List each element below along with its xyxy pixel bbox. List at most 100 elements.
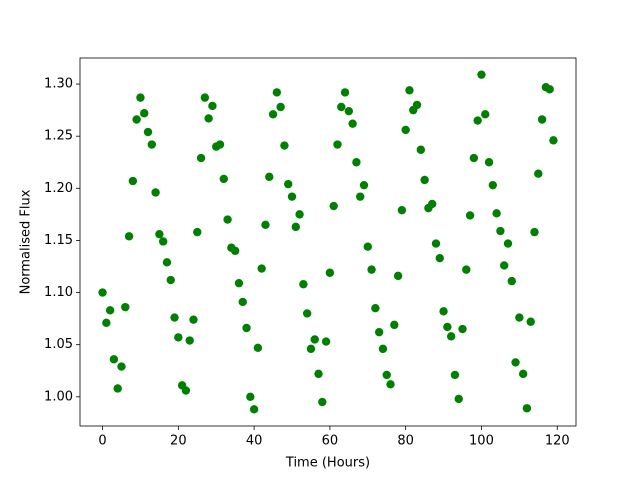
- point: [306, 344, 316, 354]
- point: [215, 140, 225, 149]
- point: [435, 253, 444, 263]
- x-tick-label: 40: [246, 434, 263, 449]
- point: [503, 239, 513, 248]
- point: [431, 239, 441, 248]
- point: [174, 333, 183, 342]
- point: [257, 264, 266, 273]
- point: [117, 362, 126, 371]
- point: [439, 307, 448, 316]
- point: [363, 242, 372, 251]
- point: [401, 125, 410, 135]
- point: [287, 192, 297, 201]
- point: [105, 306, 115, 315]
- point: [340, 88, 350, 97]
- point: [196, 153, 206, 163]
- point: [465, 211, 475, 220]
- point: [284, 179, 293, 189]
- point: [393, 271, 403, 281]
- point: [458, 324, 467, 334]
- y-tick-label: 1.20: [44, 181, 73, 196]
- point: [223, 215, 232, 224]
- point: [337, 102, 346, 112]
- point: [230, 246, 240, 256]
- point: [359, 180, 369, 190]
- point: [166, 275, 175, 285]
- point: [246, 392, 255, 402]
- point: [371, 303, 380, 313]
- point: [200, 93, 210, 102]
- point: [530, 227, 539, 237]
- point: [492, 209, 501, 218]
- point: [299, 280, 308, 289]
- point: [454, 394, 463, 404]
- point: [158, 237, 168, 246]
- y-tick-label: 1.10: [44, 285, 73, 300]
- point: [291, 222, 300, 232]
- point: [462, 265, 471, 274]
- point: [268, 110, 278, 119]
- point: [310, 335, 319, 344]
- point: [234, 278, 244, 288]
- point: [113, 384, 122, 393]
- point: [276, 102, 285, 112]
- point: [518, 369, 528, 379]
- point: [428, 199, 437, 209]
- point: [488, 180, 498, 190]
- point: [238, 297, 247, 307]
- axes-frame: [79, 57, 577, 427]
- point: [170, 313, 179, 322]
- y-axis-label: Normalised Flux: [19, 189, 34, 294]
- point: [242, 323, 251, 333]
- point: [356, 192, 365, 201]
- point: [446, 332, 456, 341]
- point: [109, 355, 119, 364]
- point: [397, 206, 407, 215]
- point: [136, 93, 145, 102]
- point: [181, 386, 191, 395]
- point: [484, 158, 494, 167]
- point: [352, 158, 361, 167]
- point: [416, 145, 426, 154]
- point: [481, 110, 490, 119]
- point: [295, 210, 304, 219]
- point: [98, 288, 107, 297]
- point: [329, 201, 338, 211]
- point: [204, 114, 213, 123]
- point: [272, 88, 282, 97]
- point: [151, 188, 160, 197]
- point: [545, 85, 554, 94]
- point: [469, 153, 479, 163]
- x-tick-label: 80: [397, 434, 414, 449]
- point: [374, 327, 384, 337]
- point: [128, 176, 138, 186]
- point: [499, 261, 509, 270]
- point: [132, 115, 141, 124]
- point: [193, 227, 202, 237]
- x-tick-label: 20: [170, 434, 187, 449]
- point: [302, 309, 312, 318]
- y-tick-label: 1.25: [44, 129, 73, 144]
- point: [420, 175, 429, 185]
- point: [253, 343, 263, 353]
- y-tick-label: 1.00: [44, 389, 73, 404]
- point: [496, 226, 505, 236]
- point: [140, 109, 149, 118]
- point: [522, 404, 532, 413]
- point: [208, 101, 217, 111]
- point: [185, 336, 194, 345]
- point: [507, 276, 516, 286]
- point: [344, 106, 354, 116]
- point: [405, 86, 414, 95]
- point: [386, 380, 395, 389]
- point: [249, 405, 259, 414]
- point: [261, 220, 270, 229]
- point: [333, 140, 342, 149]
- point: [537, 115, 547, 124]
- point: [515, 313, 524, 322]
- x-axis-label: Time (Hours): [285, 456, 370, 471]
- point: [321, 337, 331, 346]
- point: [367, 265, 376, 274]
- point: [189, 315, 198, 324]
